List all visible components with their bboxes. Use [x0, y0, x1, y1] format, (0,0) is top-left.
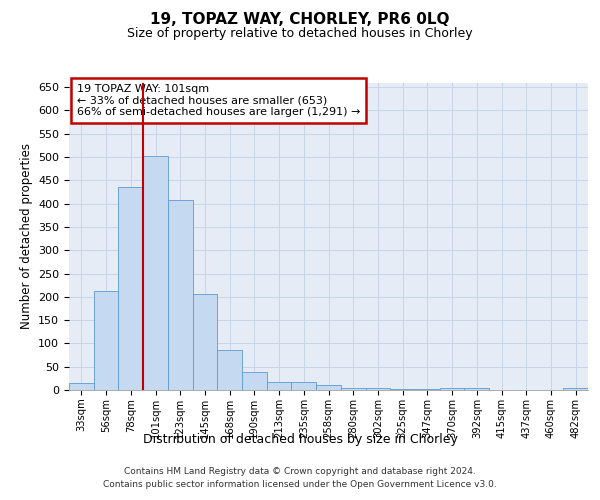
- Bar: [341, 388, 365, 390]
- Bar: [168, 200, 193, 390]
- Bar: [143, 156, 168, 390]
- Bar: [267, 382, 292, 390]
- Bar: [118, 188, 143, 390]
- Bar: [440, 388, 464, 390]
- Bar: [292, 382, 316, 390]
- Bar: [415, 389, 440, 390]
- Text: Size of property relative to detached houses in Chorley: Size of property relative to detached ho…: [127, 26, 473, 40]
- Text: 19, TOPAZ WAY, CHORLEY, PR6 0LQ: 19, TOPAZ WAY, CHORLEY, PR6 0LQ: [150, 12, 450, 28]
- Bar: [193, 294, 217, 390]
- Bar: [94, 291, 118, 390]
- Bar: [217, 350, 242, 390]
- Bar: [242, 372, 267, 390]
- Text: Contains public sector information licensed under the Open Government Licence v3: Contains public sector information licen…: [103, 480, 497, 489]
- Text: Distribution of detached houses by size in Chorley: Distribution of detached houses by size …: [143, 432, 457, 446]
- Bar: [316, 386, 341, 390]
- Bar: [563, 388, 588, 390]
- Bar: [464, 388, 489, 390]
- Bar: [365, 388, 390, 390]
- Bar: [69, 383, 94, 390]
- Y-axis label: Number of detached properties: Number of detached properties: [20, 143, 32, 329]
- Text: 19 TOPAZ WAY: 101sqm
← 33% of detached houses are smaller (653)
66% of semi-deta: 19 TOPAZ WAY: 101sqm ← 33% of detached h…: [77, 84, 360, 117]
- Text: Contains HM Land Registry data © Crown copyright and database right 2024.: Contains HM Land Registry data © Crown c…: [124, 467, 476, 476]
- Bar: [390, 388, 415, 390]
